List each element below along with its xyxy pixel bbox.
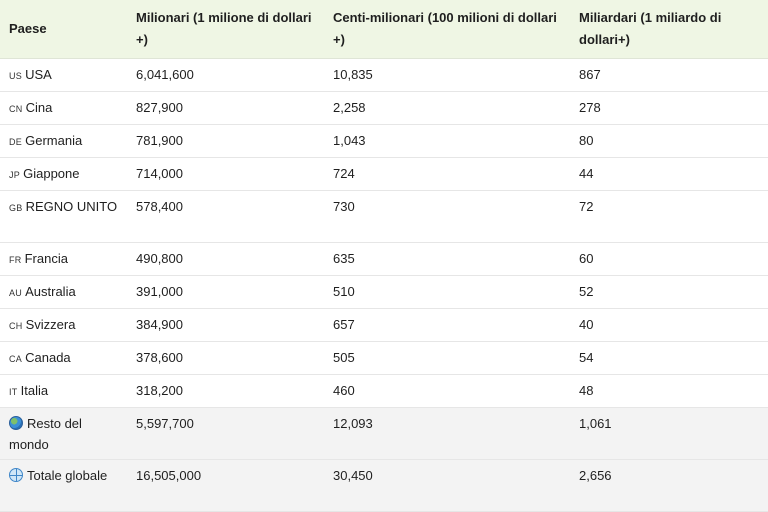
billionaires-cell: 2,656: [570, 459, 768, 512]
header-row: Paese Milionari (1 milione di dollari +)…: [0, 0, 768, 59]
table-row: Totale globale 16,505,000 30,450 2,656: [0, 459, 768, 512]
table-row: IT Italia 318,200 460 48: [0, 374, 768, 408]
billionaires-cell: 44: [570, 157, 768, 191]
country-cell: US USA: [0, 58, 127, 92]
centi-millionaires-cell: 460: [324, 374, 570, 408]
country-cell: IT Italia: [0, 374, 127, 408]
centi-millionaires-cell: 30,450: [324, 459, 570, 512]
millionaires-cell: 714,000: [127, 157, 324, 191]
country-name: Totale globale: [27, 468, 108, 483]
country-name: Canada: [25, 350, 71, 365]
table-header: Paese Milionari (1 milione di dollari +)…: [0, 0, 768, 59]
country-code: JP: [9, 170, 21, 180]
country-code: IT: [9, 387, 18, 397]
centi-millionaires-cell: 505: [324, 341, 570, 375]
billionaires-cell: 1,061: [570, 407, 768, 460]
billionaires-cell: 40: [570, 308, 768, 342]
millionaires-cell: 16,505,000: [127, 459, 324, 512]
country-code: US: [9, 71, 23, 81]
billionaires-cell: 72: [570, 190, 768, 243]
table-row: JP Giappone 714,000 724 44: [0, 157, 768, 191]
country-name: Cina: [25, 100, 53, 115]
table-row: CH Svizzera 384,900 657 40: [0, 308, 768, 342]
billionaires-cell: 278: [570, 91, 768, 125]
centi-millionaires-cell: 635: [324, 242, 570, 276]
country-cell: CN Cina: [0, 91, 127, 125]
country-name: Germania: [25, 133, 83, 148]
country-code: DE: [9, 137, 23, 147]
millionaires-cell: 391,000: [127, 275, 324, 309]
country-cell: FR Francia: [0, 242, 127, 276]
billionaires-cell: 54: [570, 341, 768, 375]
millionaires-cell: 378,600: [127, 341, 324, 375]
centi-millionaires-cell: 730: [324, 190, 570, 243]
country-name: Giappone: [23, 166, 80, 181]
table-row: DE Germania 781,900 1,043 80: [0, 124, 768, 158]
country-name: Francia: [24, 251, 68, 266]
country-code: GB: [9, 203, 23, 213]
centi-millionaires-cell: 10,835: [324, 58, 570, 92]
country-name: Svizzera: [25, 317, 76, 332]
header-country: Paese: [0, 0, 127, 59]
globe-meridians-icon: [9, 468, 23, 482]
billionaires-cell: 867: [570, 58, 768, 92]
header-billionaires: Miliardari (1 miliardo di dollari+): [570, 0, 768, 59]
header-millionaires: Milionari (1 milione di dollari +): [127, 0, 324, 59]
table-row: US USA 6,041,600 10,835 867: [0, 58, 768, 92]
country-cell: CA Canada: [0, 341, 127, 375]
centi-millionaires-cell: 1,043: [324, 124, 570, 158]
table-row: CN Cina 827,900 2,258 278: [0, 91, 768, 125]
table-row: AU Australia 391,000 510 52: [0, 275, 768, 309]
table-row: FR Francia 490,800 635 60: [0, 242, 768, 276]
country-name: Australia: [25, 284, 76, 299]
millionaires-cell: 318,200: [127, 374, 324, 408]
billionaires-cell: 48: [570, 374, 768, 408]
millionaires-cell: 578,400: [127, 190, 324, 243]
country-cell: Totale globale: [0, 459, 127, 512]
country-cell: DE Germania: [0, 124, 127, 158]
country-cell: GB REGNO UNITO: [0, 190, 127, 243]
billionaires-cell: 60: [570, 242, 768, 276]
country-code: CH: [9, 321, 23, 331]
country-name: USA: [25, 67, 52, 82]
centi-millionaires-cell: 12,093: [324, 407, 570, 460]
billionaires-cell: 52: [570, 275, 768, 309]
country-cell: JP Giappone: [0, 157, 127, 191]
millionaires-cell: 490,800: [127, 242, 324, 276]
country-code: FR: [9, 255, 22, 265]
centi-millionaires-cell: 510: [324, 275, 570, 309]
millionaires-cell: 827,900: [127, 91, 324, 125]
centi-millionaires-cell: 657: [324, 308, 570, 342]
table-row: GB REGNO UNITO 578,400 730 72: [0, 190, 768, 243]
table-row: CA Canada 378,600 505 54: [0, 341, 768, 375]
table-row: Resto del mondo 5,597,700 12,093 1,061: [0, 407, 768, 460]
billionaires-cell: 80: [570, 124, 768, 158]
globe-earth-icon: [9, 416, 23, 430]
millionaires-cell: 5,597,700: [127, 407, 324, 460]
centi-millionaires-cell: 2,258: [324, 91, 570, 125]
country-name: REGNO UNITO: [25, 199, 118, 214]
centi-millionaires-cell: 724: [324, 157, 570, 191]
country-name: Italia: [20, 383, 49, 398]
header-centi-millionaires: Centi-milionari (100 milioni di dollari …: [324, 0, 570, 59]
country-code: CA: [9, 354, 23, 364]
country-code: CN: [9, 104, 23, 114]
country-name: Resto del mondo: [9, 416, 82, 452]
table-body: US USA 6,041,600 10,835 867 CN Cina 827,90…: [0, 58, 768, 512]
millionaires-cell: 6,041,600: [127, 58, 324, 92]
country-cell: AU Australia: [0, 275, 127, 309]
country-cell: CH Svizzera: [0, 308, 127, 342]
country-code: AU: [9, 288, 23, 298]
country-cell: Resto del mondo: [0, 407, 127, 460]
millionaires-cell: 384,900: [127, 308, 324, 342]
millionaires-cell: 781,900: [127, 124, 324, 158]
